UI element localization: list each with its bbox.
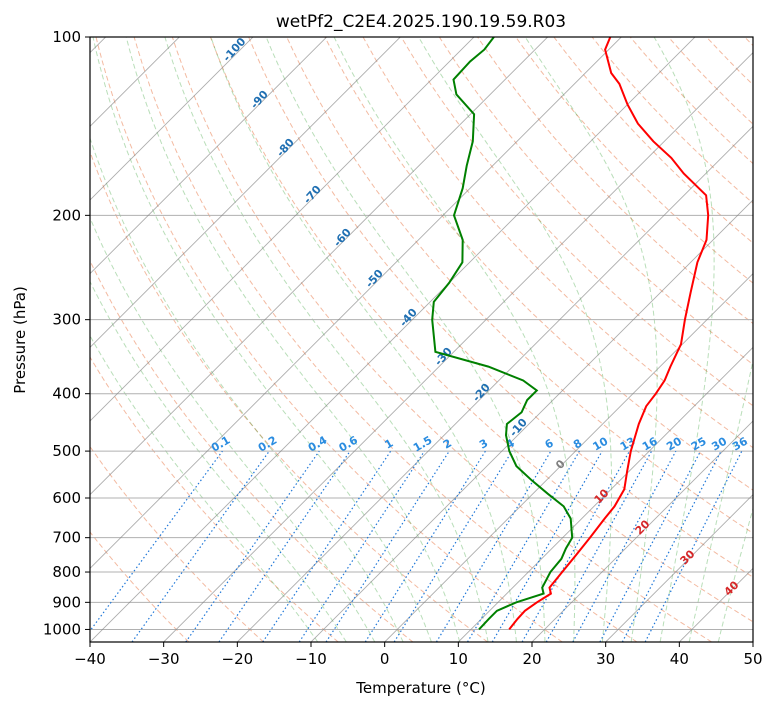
x-tick-label: −30 bbox=[148, 650, 180, 668]
mixing-ratio-line bbox=[185, 450, 320, 642]
isotherm-line bbox=[90, 37, 696, 642]
mixing-ratio-line bbox=[218, 450, 351, 642]
moist-adiabat-line bbox=[418, 37, 613, 642]
isotherm-line bbox=[310, 199, 753, 642]
isotherms bbox=[90, 37, 753, 642]
moist-adiabats bbox=[90, 37, 753, 642]
dry-adiabat-line bbox=[90, 150, 488, 642]
x-tick-label: −10 bbox=[295, 650, 327, 668]
x-tick-label: 40 bbox=[670, 650, 689, 668]
x-axis-label: Temperature (°C) bbox=[355, 679, 485, 697]
x-tick-label: 20 bbox=[522, 650, 541, 668]
mixing-ratio-line bbox=[466, 450, 580, 642]
dry-adiabat-line bbox=[209, 37, 753, 623]
plot-frame bbox=[89, 36, 754, 643]
y-tick-label: 1000 bbox=[43, 620, 81, 638]
isotherm-line bbox=[163, 52, 753, 642]
dry-adiabat-line bbox=[248, 37, 753, 578]
x-tick-label: 30 bbox=[596, 650, 615, 668]
y-tick-label: 300 bbox=[52, 311, 81, 329]
isotherm-line bbox=[90, 37, 622, 569]
dry-adiabat-line bbox=[438, 37, 753, 366]
dry-adiabat-line bbox=[362, 37, 753, 449]
mixing-ratio-line bbox=[521, 450, 631, 642]
moist-adiabat-line bbox=[164, 37, 489, 642]
y-tick-label: 600 bbox=[52, 489, 81, 507]
mixing-ratio-line bbox=[572, 450, 677, 642]
mixing-ratio-lines bbox=[90, 450, 743, 642]
isotherm-line bbox=[384, 273, 753, 642]
moist-adiabat-line bbox=[333, 37, 576, 642]
y-tick-label: 200 bbox=[52, 206, 81, 224]
moist-adiabat-line bbox=[90, 216, 376, 642]
dry-adiabat-line bbox=[90, 531, 190, 642]
moist-adiabat-line bbox=[90, 136, 404, 642]
isotherm-line bbox=[90, 37, 328, 275]
isotherm-line bbox=[90, 37, 475, 422]
dry-adiabat-line bbox=[629, 37, 753, 165]
moist-adiabat-line bbox=[90, 280, 347, 642]
y-tick-label: 100 bbox=[52, 28, 81, 46]
moist-adiabat-line bbox=[92, 37, 432, 642]
sounding-profiles bbox=[431, 37, 710, 631]
x-axis-ticks: −40 −30 −20 −10 0 10 20 30 40 50 bbox=[74, 642, 763, 668]
moist-adiabat-line bbox=[717, 506, 753, 642]
moist-adiabat-line bbox=[210, 37, 517, 642]
dry-adiabat-line bbox=[133, 37, 638, 642]
isotherm-line bbox=[90, 37, 401, 348]
x-tick-label: 10 bbox=[449, 650, 468, 668]
dry-adiabats bbox=[90, 37, 753, 642]
moist-adiabat-line bbox=[265, 37, 546, 642]
isotherm-line bbox=[458, 346, 753, 642]
dry-adiabat-line bbox=[95, 37, 563, 642]
y-tick-label: 900 bbox=[52, 593, 81, 611]
moist-adiabat-line bbox=[688, 358, 753, 642]
dry-adiabat-line bbox=[553, 37, 753, 244]
x-tick-label: 0 bbox=[380, 650, 390, 668]
isotherm-line bbox=[531, 420, 753, 642]
y-tick-label: 700 bbox=[52, 529, 81, 547]
moist-adiabat-line bbox=[524, 37, 658, 642]
y-tick-label: 500 bbox=[52, 442, 81, 460]
x-tick-label: 50 bbox=[743, 650, 762, 668]
x-tick-label: −20 bbox=[222, 650, 254, 668]
isotherm-line bbox=[90, 37, 254, 201]
mixing-ratio-line bbox=[545, 450, 653, 642]
isobars bbox=[90, 37, 753, 630]
y-tick-label: 400 bbox=[52, 385, 81, 403]
moist-adiabat-line bbox=[125, 37, 461, 642]
mixing-ratio-line bbox=[325, 450, 450, 642]
dewpoint-profile-line bbox=[431, 37, 574, 631]
moist-adiabat-line bbox=[90, 334, 319, 642]
mixing-ratio-line bbox=[393, 450, 513, 642]
dry-adiabat-line bbox=[90, 259, 414, 642]
y-axis-ticks: 100 200 300 400 500 600 700 800 900 1000 bbox=[43, 28, 90, 638]
isotherm-line bbox=[605, 494, 753, 642]
chart-title: wetPf2_C2E4.2025.190.19.59.R03 bbox=[276, 12, 566, 32]
dry-adiabat-line bbox=[171, 37, 712, 642]
dry-adiabat-line bbox=[400, 37, 753, 407]
mixing-ratio-line bbox=[364, 450, 486, 642]
mixing-ratio-line bbox=[435, 450, 552, 642]
isotherm-line bbox=[90, 37, 549, 496]
y-axis-label: Pressure (hPa) bbox=[11, 286, 29, 394]
temperature-profile-line bbox=[508, 37, 710, 631]
mixing-ratio-line bbox=[491, 450, 603, 642]
x-tick-label: −40 bbox=[74, 650, 106, 668]
y-tick-label: 800 bbox=[52, 563, 81, 581]
moist-adiabat-line bbox=[653, 37, 715, 642]
